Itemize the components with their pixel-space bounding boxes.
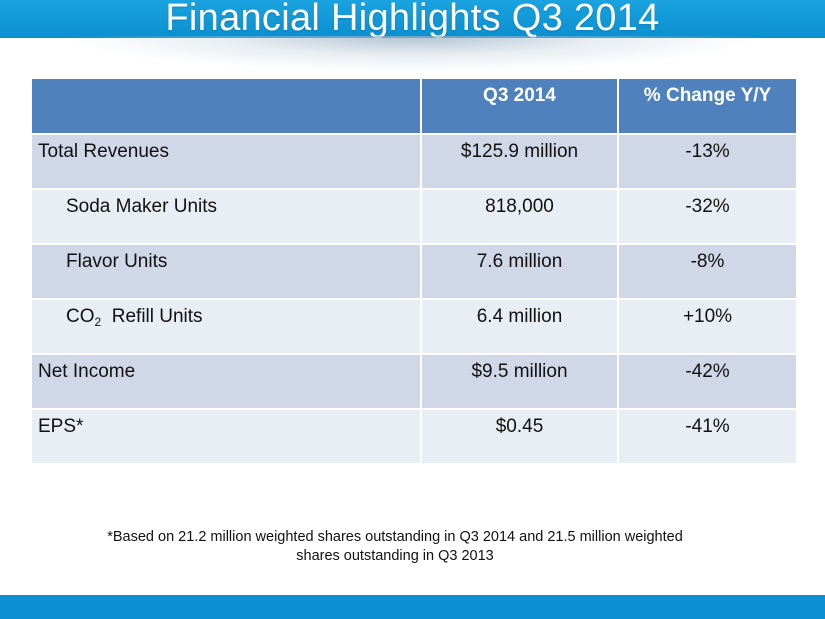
co2-subscript: 2 bbox=[94, 315, 102, 329]
footnote-line-1: *Based on 21.2 million weighted shares o… bbox=[107, 529, 683, 545]
title-shadow-swoosh bbox=[60, 36, 765, 72]
row-value: 6.4 million bbox=[420, 298, 619, 355]
refill-units-text: Refill Units bbox=[111, 306, 203, 327]
row-value: $0.45 bbox=[420, 408, 619, 465]
table-header-row: Q3 2014 % Change Y/Y bbox=[30, 77, 798, 135]
row-label-soda-maker-units: Soda Maker Units bbox=[30, 188, 422, 245]
header-change-yy: % Change Y/Y bbox=[617, 77, 798, 135]
row-label-net-income: Net Income bbox=[30, 353, 422, 410]
row-label-total-revenues: Total Revenues bbox=[30, 133, 422, 190]
row-change: -32% bbox=[617, 188, 798, 245]
row-change: -42% bbox=[617, 353, 798, 410]
eps-footnote: *Based on 21.2 million weighted shares o… bbox=[60, 528, 730, 566]
row-value: 818,000 bbox=[420, 188, 619, 245]
bottom-bar bbox=[0, 595, 825, 619]
table-row: CO2 Refill Units 6.4 million +10% bbox=[30, 298, 798, 355]
row-value: $9.5 million bbox=[420, 353, 619, 410]
row-value: 7.6 million bbox=[420, 243, 619, 300]
slide-title: Financial Highlights Q3 2014 bbox=[165, 0, 660, 38]
table-row: EPS* $0.45 -41% bbox=[30, 408, 798, 465]
header-label-cell bbox=[30, 77, 422, 135]
table-row: Net Income $9.5 million -42% bbox=[30, 353, 798, 410]
row-label-co2-refill-units: CO2 Refill Units bbox=[30, 298, 422, 355]
financial-highlights-table: Q3 2014 % Change Y/Y Total Revenues $125… bbox=[30, 77, 798, 465]
row-label-flavor-units: Flavor Units bbox=[30, 243, 422, 300]
table-row: Soda Maker Units 818,000 -32% bbox=[30, 188, 798, 245]
row-change: +10% bbox=[617, 298, 798, 355]
row-label-eps: EPS* bbox=[30, 408, 422, 465]
title-bar: Financial Highlights Q3 2014 bbox=[0, 0, 825, 38]
table-row: Total Revenues $125.9 million -13% bbox=[30, 133, 798, 190]
row-value: $125.9 million bbox=[420, 133, 619, 190]
table-row: Flavor Units 7.6 million -8% bbox=[30, 243, 798, 300]
co2-text: CO bbox=[66, 306, 95, 327]
row-change: -8% bbox=[617, 243, 798, 300]
row-change: -41% bbox=[617, 408, 798, 465]
row-change: -13% bbox=[617, 133, 798, 190]
footnote-line-2: shares outstanding in Q3 2013 bbox=[296, 548, 494, 564]
header-q3-2014: Q3 2014 bbox=[420, 77, 619, 135]
